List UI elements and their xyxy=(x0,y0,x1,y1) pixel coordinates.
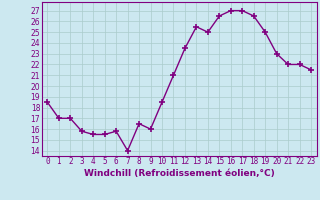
X-axis label: Windchill (Refroidissement éolien,°C): Windchill (Refroidissement éolien,°C) xyxy=(84,169,275,178)
